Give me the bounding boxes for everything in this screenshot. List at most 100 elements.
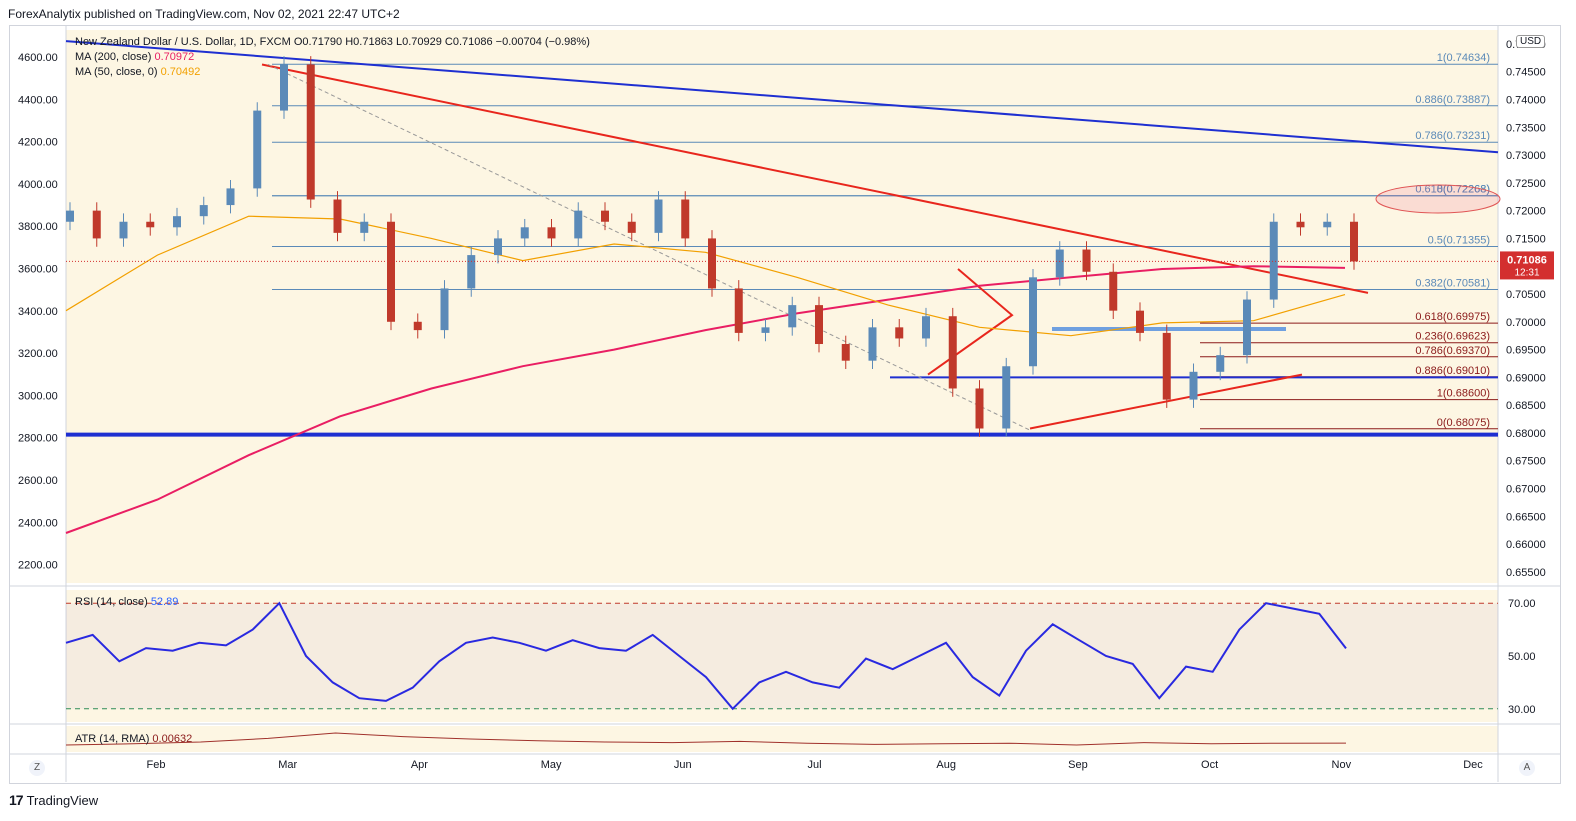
left-axis-tick-label: 4000.00 [18,179,58,191]
candle-body [66,210,74,222]
candle-body [948,316,957,389]
atr-value: 0.00632 [152,733,193,745]
candle-body [601,210,609,222]
candle-body [306,64,315,200]
right-axis-tick-label: 0.72000 [1506,206,1546,218]
x-axis-tick-label: Jun [674,759,692,771]
candle-body [708,238,716,289]
candle-body [1189,371,1198,400]
candle-body [1002,366,1011,429]
rsi-value: 52.89 [150,596,179,608]
fib-level-label: 0.886(0.73887) [1415,94,1490,106]
left-axis-tick-label: 3000.00 [18,390,58,402]
left-axis-tick-label: 3800.00 [18,221,58,233]
right-axis-tick-label: 0.66000 [1506,539,1546,551]
candle-body [1296,221,1305,228]
symbol-legend: New Zealand Dollar / U.S. Dollar, 1D, FX… [75,35,590,80]
right-axis-tick-label: 0.67500 [1506,456,1546,468]
rsi-line [65,601,1347,711]
candle-body [413,321,422,331]
candle-body [520,227,529,239]
candle-body [1323,221,1332,228]
right-axis-tick-label: 0.73000 [1506,150,1546,162]
candle-body [734,288,743,333]
candle-body [1216,355,1225,372]
candle-body [761,327,770,333]
atr-pane-background [66,726,1498,752]
left-axis-tick-label: 3600.00 [18,264,58,276]
last-price-badge [1500,251,1554,280]
candle-body [1162,332,1171,400]
ma50-value: 0.70492 [160,66,201,78]
tradingview-brand[interactable]: TradingView [26,792,99,808]
ma50-line [65,215,1346,337]
candle-body [440,288,449,331]
candle-body [1082,249,1091,272]
ma200-line [65,265,1346,534]
fib-level-label: 0.886(0.69010) [1415,365,1490,377]
candle-body [975,388,984,429]
right-axis-tick-label: 0.67000 [1506,484,1546,496]
symbol-line: New Zealand Dollar / U.S. Dollar, 1D, FX… [75,36,590,48]
ma200-label: MA (200, close) [75,51,152,63]
candle-body [895,327,904,339]
left-axis-tick-label: 2400.00 [18,517,58,529]
left-axis-tick-label: 2200.00 [18,560,58,572]
main-pane-background [66,30,1498,583]
red-trendline [261,63,1369,294]
candle-body [1029,277,1037,367]
x-axis-tick-label: Mar [278,759,297,771]
fib-level-label: 0(0.68075) [1437,417,1490,429]
red-trendline [1029,373,1303,430]
zoom-button[interactable]: Z [29,760,45,776]
x-axis-tick-label: Dec [1463,759,1483,771]
rsi-legend: RSI (14, close) 52.89 [75,595,178,610]
right-axis-tick-label: 0.74500 [1506,67,1546,79]
candle-body [627,221,636,233]
left-axis-tick-label: 4400.00 [18,94,58,106]
candle-body [173,216,181,228]
x-axis-tick-label: Apr [411,759,428,771]
candle-body [333,199,342,233]
x-axis-tick-label: Aug [936,759,956,771]
fib-level-label: 0.786(0.73231) [1415,130,1490,142]
last-price-text: 0.71086 [1507,254,1547,266]
right-axis-tick-label: 0.70000 [1506,317,1546,329]
x-axis-tick-label: Oct [1201,759,1218,771]
candle-body [654,199,663,233]
candle-body [1055,249,1064,278]
ma50-label: MA (50, close, 0) [75,66,158,78]
candle-body [681,199,690,239]
auto-scale-button[interactable]: A [1519,760,1535,776]
candle-body [547,227,556,239]
right-axis-tick-label: 0.74000 [1506,94,1546,106]
x-axis-tick-label: Nov [1332,759,1352,771]
candle-body [119,221,128,239]
right-axis-tick-label: 0.72500 [1506,178,1546,190]
candle-body [1109,271,1118,311]
ma200-value: 0.70972 [154,51,195,63]
candle-body [1136,310,1144,333]
candle-body [360,221,369,233]
candle-body [146,221,155,228]
left-axis-tick-label: 4600.00 [18,52,58,64]
right-axis-tick-label: 0.69000 [1506,372,1546,384]
right-axis-tick-label: 0.68000 [1506,428,1546,440]
candle-body [387,221,395,322]
fib-level-label: 1(0.74634) [1437,52,1490,64]
candle-body [199,205,208,217]
atr-legend: ATR (14, RMA) 0.00632 [75,732,192,747]
fib-level-label: 0.618(0.69975) [1415,311,1490,323]
candle-body [253,110,262,189]
fib-level-label: 0.382(0.70581) [1415,277,1490,289]
currency-badge[interactable]: USD [1516,35,1546,48]
tradingview-logo-icon: 17 [9,792,24,808]
rsi-axis-tick-label: 50.00 [1508,651,1536,663]
candle-body [788,305,797,328]
candle-body [494,238,502,256]
candle-body [467,255,476,289]
fib-level-label: 0.5(0.71355) [1428,234,1490,246]
atr-line [65,732,1347,746]
atr-label: ATR (14, RMA) [75,733,150,745]
